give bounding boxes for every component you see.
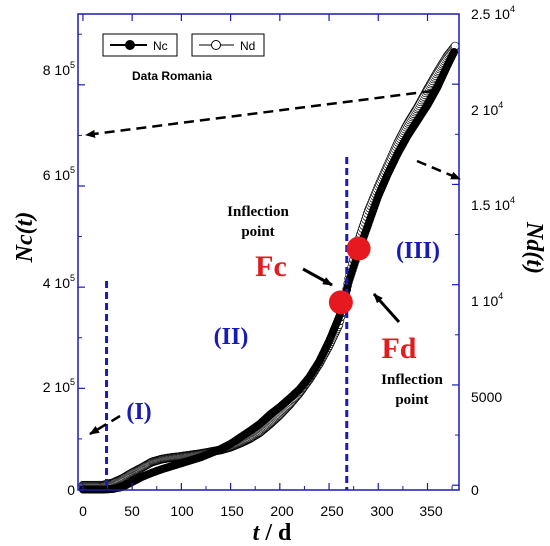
axis-ticks <box>78 14 459 491</box>
y2-tick-label: 1.5 104 <box>471 195 515 213</box>
y2-tick-label: 0 <box>471 482 479 498</box>
arrow-to-left-axis <box>85 89 433 138</box>
y-tick-label: 6 105 <box>43 165 75 183</box>
y-tick-label: 2 105 <box>43 377 75 395</box>
arrow-to-fc <box>302 267 333 287</box>
y-axis-tick-labels: 0 2 105 4 105 6 105 8 105 <box>43 60 75 498</box>
legend-marker-nd <box>211 40 221 50</box>
inflection-point-fc <box>328 290 353 315</box>
x-axis-tick-labels: 0 50 100 150 200 250 300 350 <box>79 503 443 519</box>
y2-axis-title: Nd(t) <box>521 221 547 274</box>
x-tick-label: 300 <box>370 503 394 519</box>
legend-marker-nc <box>125 40 135 50</box>
x-tick-label: 200 <box>270 503 294 519</box>
y-tick-label: 8 105 <box>43 60 75 78</box>
x-tick-label: 150 <box>220 503 244 519</box>
legend-label-nd: Nd <box>240 39 255 53</box>
x-tick-label: 50 <box>124 503 140 519</box>
x-tick-label: 350 <box>419 503 443 519</box>
inflection-label-fc: Inflection <box>227 204 289 220</box>
region-label-2: (II) <box>214 324 249 350</box>
x-tick-label: 0 <box>79 503 87 519</box>
y-tick-label: 4 105 <box>43 273 75 291</box>
y2-tick-label: 2 104 <box>471 100 503 118</box>
y2-tick-label: 5000 <box>471 389 502 405</box>
y2-tick-label: 1 104 <box>471 291 503 309</box>
x-tick-label: 100 <box>170 503 194 519</box>
arrow-to-right-axis <box>416 159 461 181</box>
y2-tick-label: 2.5 104 <box>471 4 515 22</box>
y-tick-label: 0 <box>67 482 75 498</box>
y2-axis-tick-labels: 0 5000 1 104 1.5 104 2 104 2.5 104 <box>471 4 515 498</box>
point-label-fc: Fc <box>255 250 287 283</box>
arrow-to-fd <box>372 293 401 323</box>
inflection-label-fc-line2: point <box>241 224 274 240</box>
region-label-3: (III) <box>396 238 440 264</box>
data-source-label: Data Romania <box>132 69 212 83</box>
nc-data-point <box>450 47 459 56</box>
region-label-1: (I) <box>126 399 151 425</box>
plot-frame <box>77 13 460 491</box>
x-tick-label: 250 <box>320 503 344 519</box>
inflection-point-fd <box>346 236 371 261</box>
inflection-label-fd: Inflection <box>381 372 443 388</box>
y-axis-title: Nc(t) <box>12 212 38 264</box>
legend-label-nc: Nc <box>153 39 168 53</box>
point-label-fd: Fd <box>381 332 416 365</box>
legend: Nc Nd <box>102 33 265 57</box>
x-axis-title: t / d <box>253 520 292 546</box>
arrow-region-1 <box>89 414 121 436</box>
inflection-label-fd-line2: point <box>395 392 428 408</box>
